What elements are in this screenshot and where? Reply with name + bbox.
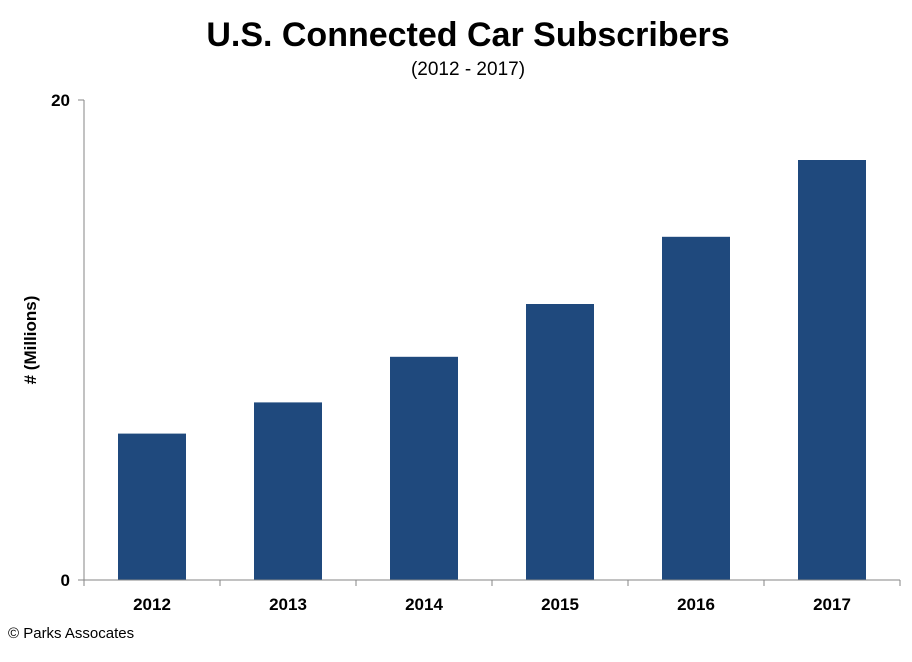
axes-layer bbox=[78, 99, 901, 586]
bar-2013 bbox=[254, 402, 322, 580]
bar-2016 bbox=[662, 236, 730, 581]
x-tick-label: 2012 bbox=[133, 595, 171, 614]
x-tick-label: 2017 bbox=[813, 595, 851, 614]
x-tick-label: 2014 bbox=[405, 595, 443, 614]
labels-layer: 0 20 2012 2013 2014 2015 2016 2017 bbox=[51, 91, 851, 614]
x-tick-label: 2015 bbox=[541, 595, 579, 614]
bars-layer bbox=[118, 160, 866, 581]
bar-2012 bbox=[118, 433, 186, 580]
x-tick-label: 2016 bbox=[677, 595, 715, 614]
chart-subtitle: (2012 - 2017) bbox=[411, 59, 525, 80]
credit-text: © Parks Assocates bbox=[8, 625, 134, 642]
bar-2017 bbox=[798, 160, 866, 580]
y-tick-label: 0 bbox=[61, 571, 70, 590]
bar-2015 bbox=[526, 304, 594, 580]
chart-title: U.S. Connected Car Subscribers bbox=[206, 16, 729, 54]
y-tick-label: 20 bbox=[51, 91, 70, 110]
bar-2014 bbox=[390, 356, 458, 580]
y-axis-label: # (Millions) bbox=[21, 296, 40, 385]
x-tick-label: 2013 bbox=[269, 595, 307, 614]
